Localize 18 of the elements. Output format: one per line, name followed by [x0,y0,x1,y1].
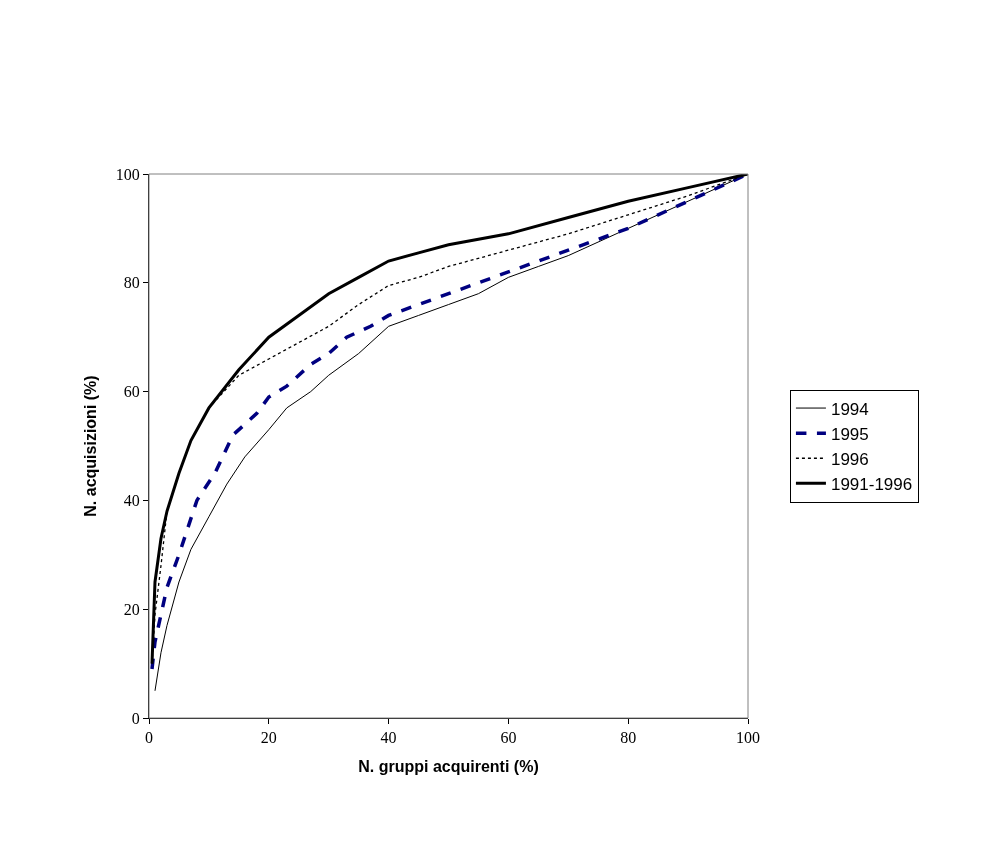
y-tick-label: 60 [123,383,140,401]
x-tick-label: 60 [500,729,517,747]
x-tick-label: 80 [620,729,637,747]
x-tick-label: 100 [736,729,760,747]
x-tick-label: 20 [260,729,277,747]
x-tick-label: 0 [145,729,153,747]
y-tick-label: 0 [131,709,140,727]
y-tick-label: 100 [115,165,140,183]
y-tick-label: 80 [123,274,140,292]
legend-label: 1995 [830,424,869,444]
y-tick-label: 40 [123,492,140,509]
y-axis-title: N. acquisizioni (%) [81,375,99,517]
legend-label: 1996 [830,449,869,469]
legend-label: 1991-1996 [830,474,913,494]
x-axis-title: N. gruppi acquirenti (%) [358,757,539,775]
legend-label: 1994 [830,399,869,419]
y-tick-label: 20 [123,600,140,618]
x-tick-label: 40 [380,729,397,747]
